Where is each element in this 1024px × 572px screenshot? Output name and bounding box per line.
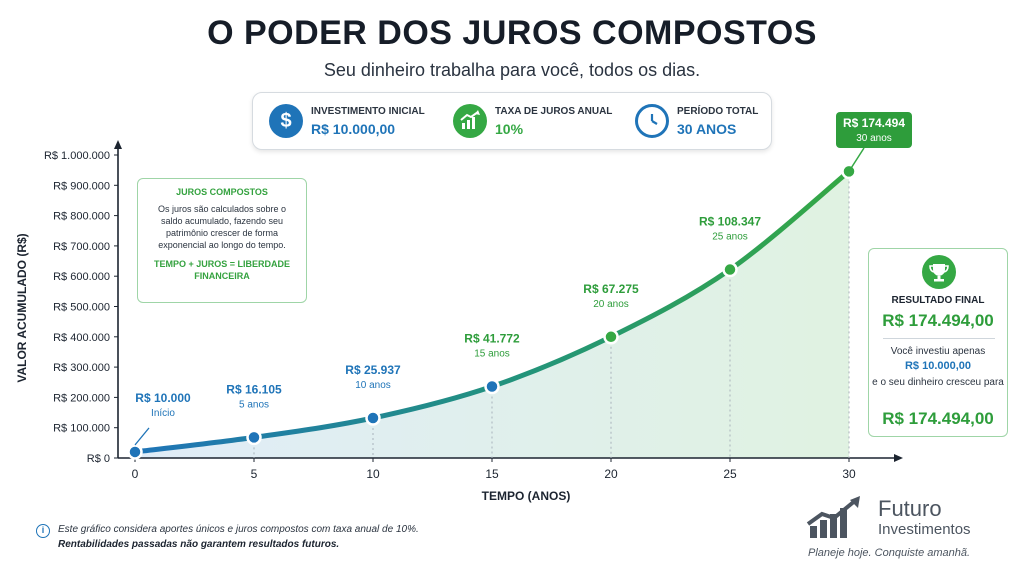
- data-label: R$ 16.105: [226, 382, 282, 396]
- x-tick-label: 25: [723, 467, 737, 481]
- kpi-label: PERÍODO TOTAL: [677, 106, 759, 117]
- result-final-amount: R$ 174.494,00: [882, 409, 994, 428]
- result-text-grew: e o seu dinheiro cresceu para: [872, 377, 1004, 388]
- growth-chart-icon: [453, 104, 487, 138]
- result-invested-amount: R$ 10.000,00: [904, 360, 972, 372]
- x-tick-label: 30: [842, 467, 856, 481]
- info-text: Os juros são calculados sobre o saldo ac…: [157, 204, 287, 250]
- kpi-value: R$ 10.000,00: [311, 121, 396, 137]
- data-sublabel: 10 anos: [355, 380, 391, 391]
- y-tick-label: R$ 500.000: [53, 302, 110, 314]
- disclaimer-line-2: Rentabilidades passadas não garantem res…: [58, 539, 340, 550]
- data-sublabel: 25 anos: [712, 232, 748, 243]
- disclaimer-line-1: Este gráfico considera aportes únicos e …: [58, 524, 419, 535]
- data-sublabel: 15 anos: [474, 348, 510, 359]
- data-point: [603, 329, 619, 345]
- x-tick-label: 10: [366, 467, 380, 481]
- kpi-total-period: PERÍODO TOTAL 30 ANOS: [635, 102, 765, 142]
- kpi-label: TAXA DE JUROS ANUAL: [495, 106, 613, 117]
- brand-logo: Futuro Investimentos Planeje hoje. Conqu…: [806, 494, 1016, 566]
- data-label: R$ 67.275: [583, 282, 639, 296]
- brand-name: Futuro: [878, 496, 942, 521]
- final-callout-leader: [848, 147, 865, 172]
- trophy-icon: [922, 255, 956, 289]
- kpi-initial-investment: $ INVESTIMENTO INICIAL R$ 10.000,00: [269, 102, 429, 142]
- y-tick-label: R$ 200.000: [53, 392, 110, 404]
- start-leader-line: [134, 427, 150, 446]
- x-tick-label: 20: [604, 467, 618, 481]
- data-point: [484, 378, 500, 395]
- y-tick-label: R$ 300.000: [53, 362, 110, 374]
- y-tick-label: R$ 400.000: [53, 332, 110, 344]
- y-tick-label: R$ 0: [87, 453, 110, 465]
- data-sublabel: Início: [151, 408, 175, 419]
- result-value: R$ 174.494,00: [882, 311, 994, 330]
- info-highlight: TEMPO + JUROS = LIBERDADE FINANCEIRA: [153, 259, 291, 281]
- data-point: [365, 410, 381, 426]
- data-point: [127, 444, 143, 460]
- y-tick-label: R$ 900.000: [53, 180, 110, 192]
- y-tick-label: R$ 1.000.000: [44, 150, 110, 162]
- kpi-label: INVESTIMENTO INICIAL: [311, 106, 425, 117]
- y-axis-arrow: [114, 140, 122, 149]
- data-sublabel: 5 anos: [239, 399, 269, 410]
- final-result-box: RESULTADO FINAL R$ 174.494,00 Você inves…: [868, 248, 1008, 437]
- y-tick-label: R$ 600.000: [53, 271, 110, 283]
- data-label: R$ 41.772: [464, 331, 520, 345]
- kpi-value: 30 ANOS: [677, 121, 737, 137]
- data-label: R$ 174.494: [843, 116, 905, 130]
- chart-area-fill: [135, 171, 849, 458]
- y-axis-label: VALOR ACUMULADO (R$): [15, 233, 29, 382]
- info-icon: i: [36, 524, 50, 538]
- kpi-interest-rate: TAXA DE JUROS ANUAL 10%: [453, 102, 613, 142]
- result-divider: [883, 338, 995, 339]
- x-tick-label: 15: [485, 467, 499, 481]
- x-tick-label: 0: [132, 467, 139, 481]
- dollar-icon: $: [269, 104, 303, 138]
- y-tick-label: R$ 100.000: [53, 423, 110, 435]
- x-tick-label: 5: [251, 467, 258, 481]
- brand-chart-icon: [806, 496, 860, 538]
- brand-subname: Investimentos: [878, 521, 971, 538]
- compound-interest-info-box: JUROS COMPOSTOS Os juros são calculados …: [137, 178, 307, 303]
- data-sublabel: 30 anos: [856, 133, 892, 144]
- result-label: RESULTADO FINAL: [891, 295, 985, 306]
- kpi-panel: $ INVESTIMENTO INICIAL R$ 10.000,00 TAXA…: [252, 92, 772, 150]
- x-axis-label: TEMPO (ANOS): [482, 489, 571, 503]
- data-point: [246, 429, 262, 446]
- kpi-value: 10%: [495, 121, 524, 137]
- page-title: O PODER DOS JUROS COMPOSTOS: [207, 14, 817, 52]
- data-label: R$ 108.347: [699, 215, 761, 229]
- data-sublabel: 20 anos: [593, 299, 629, 310]
- data-label: R$ 25.937: [345, 363, 401, 377]
- y-tick-label: R$ 700.000: [53, 241, 110, 253]
- info-title: JUROS COMPOSTOS: [176, 187, 268, 197]
- data-label: R$ 10.000: [135, 391, 191, 405]
- data-point: [722, 261, 738, 278]
- page-subtitle: Seu dinheiro trabalha para você, todos o…: [323, 60, 701, 80]
- x-axis-arrow: [894, 454, 903, 462]
- final-value-badge: [836, 112, 912, 148]
- y-tick-label: R$ 800.000: [53, 211, 110, 223]
- clock-icon: [635, 104, 669, 138]
- result-text-invested: Você investiu apenas: [890, 346, 986, 357]
- brand-tagline: Planeje hoje. Conquiste amanhã.: [808, 547, 971, 559]
